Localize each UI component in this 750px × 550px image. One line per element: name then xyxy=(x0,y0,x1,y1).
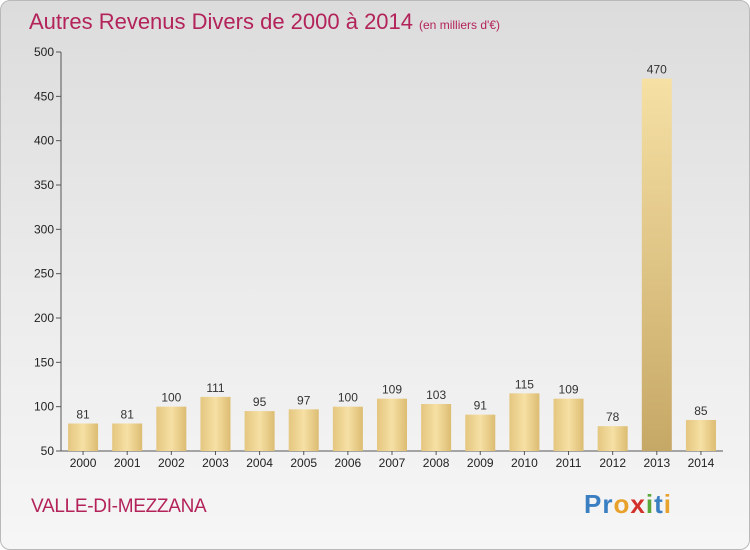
bar-2003 xyxy=(200,396,231,451)
value-label-2003: 111 xyxy=(206,381,225,395)
bar-2004 xyxy=(244,411,275,451)
x-tick-label: 2006 xyxy=(335,456,362,470)
x-tick-label: 2002 xyxy=(158,456,185,470)
bar-2009 xyxy=(465,414,496,451)
value-label-2014: 85 xyxy=(694,404,708,418)
y-tick-label: 400 xyxy=(34,134,54,148)
x-tick-label: 2010 xyxy=(511,456,538,470)
x-tick-label: 2007 xyxy=(379,456,406,470)
chart-value-labels: 81 81 100 111 95 97 100 109 103 91 115 109 78 470 85 xyxy=(76,63,708,425)
y-tick-label: 300 xyxy=(34,222,54,236)
bar-2006 xyxy=(332,406,363,451)
y-tick-label: 150 xyxy=(34,355,54,369)
y-tick-label: 250 xyxy=(34,267,54,281)
x-tick-label: 2000 xyxy=(70,456,97,470)
logo-letter: P xyxy=(584,489,603,519)
bar-2001 xyxy=(112,423,143,451)
logo-letter: i xyxy=(645,489,655,519)
value-label-2008: 103 xyxy=(426,388,446,402)
x-tick-label: 2005 xyxy=(290,456,317,470)
bar-2000 xyxy=(68,423,99,451)
commune-name: VALLE-DI-MEZZANA xyxy=(31,496,207,517)
logo-letter: o xyxy=(613,489,631,519)
x-tick-label: 2011 xyxy=(556,456,582,470)
bar-2008 xyxy=(421,404,452,451)
value-label-2013: 470 xyxy=(647,63,667,77)
logo-letter: t xyxy=(654,489,664,519)
x-tick-label: 2004 xyxy=(246,456,273,470)
y-tick-label: 50 xyxy=(41,444,55,458)
chart-unit-note: (en milliers d'€) xyxy=(419,18,500,32)
x-tick-label: 2014 xyxy=(688,456,715,470)
value-label-2007: 109 xyxy=(382,383,402,397)
value-label-2010: 115 xyxy=(515,377,534,391)
bar-2012 xyxy=(597,426,628,451)
bar-2014 xyxy=(685,419,716,451)
bar-2011 xyxy=(553,398,584,451)
value-label-2002: 100 xyxy=(161,391,181,405)
x-tick-label: 2013 xyxy=(643,456,670,470)
bar-2005 xyxy=(288,409,319,451)
chart-axes: 50 100 150 200 250 300 350 400 450 500 2000 2001 200… xyxy=(34,45,723,470)
logo-letter: r xyxy=(602,489,614,519)
x-tick-label: 2001 xyxy=(114,456,141,470)
proxiti-logo[interactable]: Proxiti xyxy=(584,489,672,520)
value-label-2009: 91 xyxy=(474,399,488,413)
chart-title: Autres Revenus Divers de 2000 à 2014 (en … xyxy=(29,9,500,35)
y-tick-label: 450 xyxy=(34,89,54,103)
logo-letter: x xyxy=(630,489,646,519)
value-label-2005: 97 xyxy=(297,393,311,407)
logo-letter: i xyxy=(663,489,672,519)
chart-bars xyxy=(68,78,716,451)
value-label-2012: 78 xyxy=(606,410,620,424)
x-tick-label: 2003 xyxy=(202,456,229,470)
bar-2002 xyxy=(156,406,187,451)
value-label-2000: 81 xyxy=(76,408,90,422)
value-label-2004: 95 xyxy=(253,395,267,409)
chart-title-text: Autres Revenus Divers de 2000 à 2014 xyxy=(29,9,414,34)
y-tick-label: 200 xyxy=(34,311,54,325)
y-tick-label: 350 xyxy=(34,178,54,192)
x-tick-label: 2008 xyxy=(423,456,450,470)
y-tick-label: 100 xyxy=(34,400,54,414)
value-label-2006: 100 xyxy=(338,391,358,405)
x-tick-label: 2009 xyxy=(467,456,494,470)
x-tick-label: 2012 xyxy=(599,456,626,470)
value-label-2011: 109 xyxy=(559,383,579,397)
bar-2007 xyxy=(377,398,407,451)
y-tick-label: 500 xyxy=(34,45,54,59)
bar-2010 xyxy=(509,393,540,451)
value-label-2001: 81 xyxy=(121,408,135,422)
bar-2013 xyxy=(641,78,672,451)
